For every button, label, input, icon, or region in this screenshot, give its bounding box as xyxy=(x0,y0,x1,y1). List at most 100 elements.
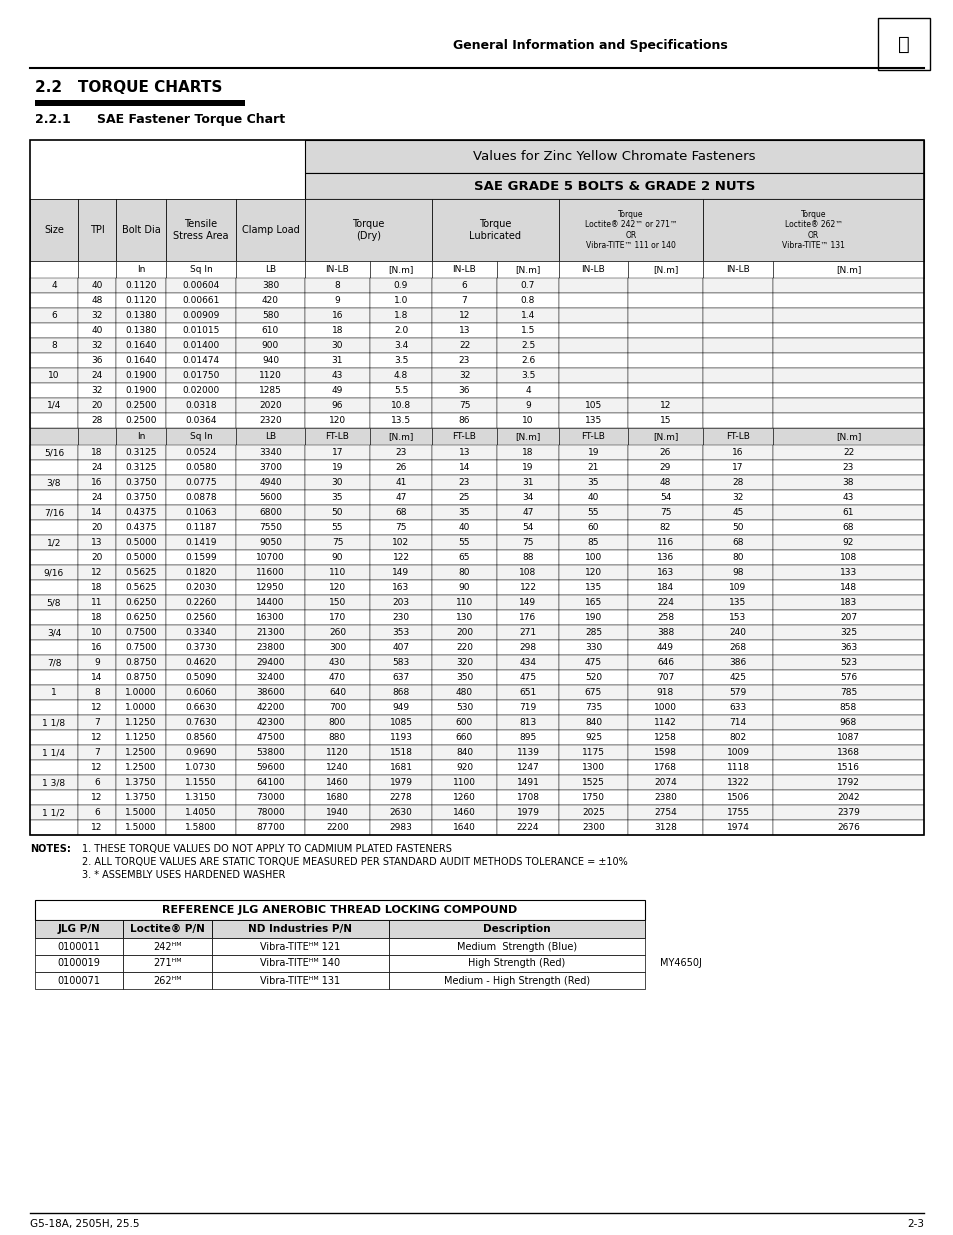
Text: 1120: 1120 xyxy=(259,370,282,380)
Bar xyxy=(78,261,116,278)
Text: 28: 28 xyxy=(91,416,103,425)
Bar xyxy=(627,700,702,715)
Text: 21: 21 xyxy=(587,463,598,472)
Bar xyxy=(497,685,558,700)
Text: 3.5: 3.5 xyxy=(394,356,408,366)
Bar xyxy=(116,535,166,550)
Bar xyxy=(627,398,702,412)
Bar xyxy=(305,199,370,261)
Bar xyxy=(558,640,627,655)
Text: 35: 35 xyxy=(332,493,343,501)
Bar xyxy=(558,820,627,835)
Bar xyxy=(627,412,702,429)
Text: 26: 26 xyxy=(395,463,406,472)
Text: 40: 40 xyxy=(91,326,103,335)
Bar xyxy=(30,550,78,564)
Bar xyxy=(497,353,558,368)
Bar xyxy=(235,685,305,700)
Text: 0.01400: 0.01400 xyxy=(182,341,219,350)
Bar xyxy=(558,655,627,671)
Bar xyxy=(432,671,497,685)
Text: 0.1380: 0.1380 xyxy=(125,311,156,320)
Text: 1.3750: 1.3750 xyxy=(125,778,156,787)
Text: 200: 200 xyxy=(456,629,473,637)
Text: 407: 407 xyxy=(392,643,409,652)
Bar xyxy=(432,520,497,535)
Text: 1085: 1085 xyxy=(389,718,412,727)
Text: TPI: TPI xyxy=(90,225,104,235)
Text: 1009: 1009 xyxy=(726,748,749,757)
Text: 530: 530 xyxy=(456,703,473,713)
Bar xyxy=(30,610,78,625)
Text: Description: Description xyxy=(482,924,550,934)
Bar xyxy=(432,338,497,353)
Bar xyxy=(305,640,370,655)
Bar xyxy=(627,520,702,535)
Text: 1285: 1285 xyxy=(259,387,282,395)
Bar xyxy=(212,955,389,972)
Bar xyxy=(30,324,78,338)
Bar xyxy=(497,475,558,490)
Text: Vibra-TITEᴴᴹ 140: Vibra-TITEᴴᴹ 140 xyxy=(260,958,340,968)
Bar xyxy=(432,324,497,338)
Text: 920: 920 xyxy=(456,763,473,772)
Text: 224: 224 xyxy=(657,598,673,606)
Text: 0.6250: 0.6250 xyxy=(125,598,156,606)
Bar xyxy=(235,580,305,595)
Bar xyxy=(78,564,116,580)
Bar xyxy=(370,278,432,293)
Bar xyxy=(78,475,116,490)
Bar xyxy=(166,368,235,383)
Text: 23800: 23800 xyxy=(256,643,285,652)
Bar xyxy=(702,490,772,505)
Bar xyxy=(627,324,702,338)
Bar xyxy=(235,520,305,535)
Bar xyxy=(497,293,558,308)
Text: 1142: 1142 xyxy=(654,718,677,727)
Bar xyxy=(772,820,923,835)
Text: 9: 9 xyxy=(335,296,340,305)
Bar xyxy=(30,140,923,835)
Bar xyxy=(627,338,702,353)
Bar xyxy=(497,595,558,610)
Bar xyxy=(116,760,166,776)
Bar xyxy=(35,900,644,920)
Text: 12: 12 xyxy=(91,823,103,832)
Text: 28: 28 xyxy=(732,478,743,487)
Bar xyxy=(558,324,627,338)
Bar xyxy=(116,820,166,835)
Text: Medium - High Strength (Red): Medium - High Strength (Red) xyxy=(443,976,589,986)
Text: 470: 470 xyxy=(329,673,346,682)
Bar xyxy=(30,580,78,595)
Text: 2676: 2676 xyxy=(836,823,859,832)
Bar xyxy=(30,429,78,445)
Text: 16: 16 xyxy=(91,643,103,652)
Bar xyxy=(116,338,166,353)
Bar xyxy=(235,700,305,715)
Bar xyxy=(116,353,166,368)
Bar xyxy=(78,429,116,445)
Text: 580: 580 xyxy=(262,311,279,320)
Bar xyxy=(235,429,305,445)
Text: 0.01750: 0.01750 xyxy=(182,370,219,380)
Bar xyxy=(389,955,644,972)
Bar xyxy=(116,199,166,261)
Text: 12: 12 xyxy=(458,311,470,320)
Text: 0.1640: 0.1640 xyxy=(125,356,156,366)
Text: 3128: 3128 xyxy=(654,823,677,832)
Bar xyxy=(432,429,497,445)
Bar xyxy=(432,820,497,835)
Bar xyxy=(305,776,370,790)
Bar xyxy=(772,505,923,520)
Bar xyxy=(166,550,235,564)
Bar xyxy=(116,595,166,610)
Text: 1.5800: 1.5800 xyxy=(185,823,216,832)
Text: 3. * ASSEMBLY USES HARDENED WASHER: 3. * ASSEMBLY USES HARDENED WASHER xyxy=(82,869,285,881)
Text: 4.8: 4.8 xyxy=(394,370,408,380)
Bar xyxy=(30,640,78,655)
Bar xyxy=(235,475,305,490)
Bar xyxy=(30,505,78,520)
Text: 153: 153 xyxy=(729,613,746,622)
Text: 1240: 1240 xyxy=(326,763,349,772)
Text: 925: 925 xyxy=(584,734,601,742)
